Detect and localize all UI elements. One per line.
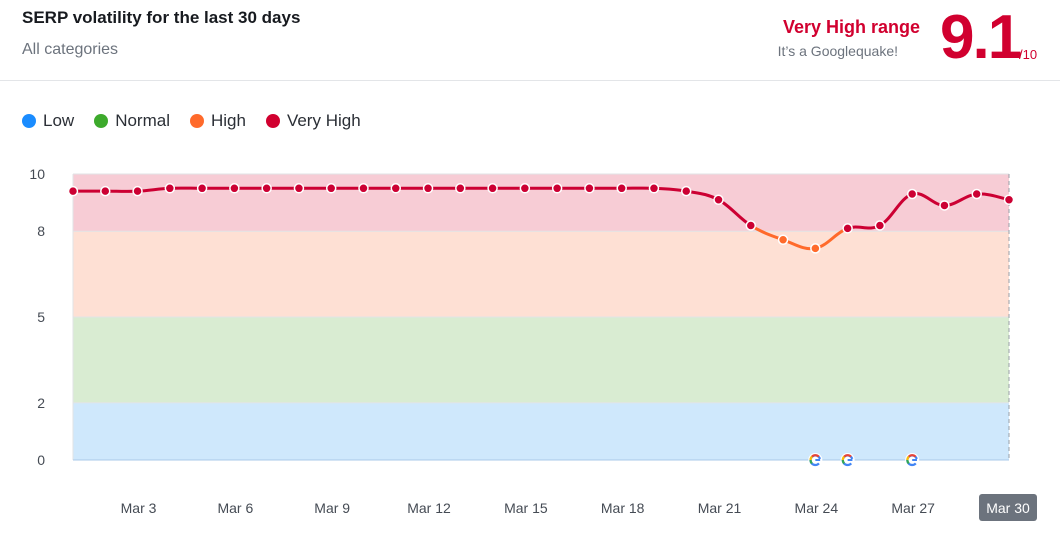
legend-item-high[interactable]: High xyxy=(189,111,246,131)
band-normal xyxy=(73,317,1009,403)
x-tick-label: Mar 12 xyxy=(407,500,451,516)
data-point xyxy=(519,183,531,194)
legend-label-normal: Normal xyxy=(115,111,170,130)
data-point xyxy=(777,234,789,246)
legend-label-low: Low xyxy=(43,111,75,130)
x-tick-label: Mar 18 xyxy=(601,500,645,516)
data-point xyxy=(971,188,982,200)
legend-item-very-high[interactable]: Very High xyxy=(265,111,361,131)
y-tick-label: 2 xyxy=(37,395,45,411)
band-very-high xyxy=(73,174,1009,232)
google-icon-arc-red xyxy=(811,454,820,458)
google-icon-arc-green xyxy=(841,459,846,465)
data-point xyxy=(100,185,111,197)
data-point xyxy=(939,200,950,211)
legend-label-high: High xyxy=(210,111,246,130)
google-update-icon xyxy=(840,453,855,467)
data-point xyxy=(874,220,886,231)
data-point xyxy=(229,183,240,194)
x-tick-label: Mar 3 xyxy=(121,500,157,516)
legend-dot-very-high xyxy=(265,114,280,128)
google-icon-arc-red xyxy=(907,454,917,458)
category-subtitle: All categories xyxy=(22,41,119,58)
x-tick-label: Mar 6 xyxy=(217,500,253,516)
data-point xyxy=(196,183,208,194)
legend-dot-high xyxy=(189,114,204,128)
google-icon-arc-red xyxy=(843,454,852,458)
range-label: Very High range xyxy=(782,17,920,37)
data-point xyxy=(745,220,757,231)
legend-item-low[interactable]: Low xyxy=(22,111,74,131)
x-tick-label: Mar 27 xyxy=(891,500,935,516)
data-point xyxy=(390,183,402,194)
x-tick-label: Mar 30 xyxy=(986,500,1030,516)
data-point xyxy=(487,183,498,194)
data-point xyxy=(358,183,369,194)
google-update-icon xyxy=(905,453,920,467)
data-point xyxy=(713,194,724,205)
google-icon-arc-green xyxy=(809,459,813,465)
x-tick-label: Mar 21 xyxy=(698,500,742,516)
google-icon-arc-green xyxy=(906,459,910,465)
x-tick-label: Mar 9 xyxy=(314,500,350,516)
x-tick-badge: Mar 30 xyxy=(979,494,1037,521)
data-point xyxy=(680,185,692,197)
legend-label-very-high: Very High xyxy=(286,111,361,130)
range-note: It’s a Googlequake! xyxy=(777,43,898,59)
y-tick-label: 10 xyxy=(29,166,45,182)
y-tick-label: 8 xyxy=(37,223,45,239)
legend-item-normal[interactable]: Normal xyxy=(94,111,170,131)
band-low xyxy=(73,402,1009,460)
data-point xyxy=(325,183,337,194)
data-point xyxy=(551,183,563,194)
google-icon-arc-yellow xyxy=(809,455,813,461)
chart-header: SERP volatility for the last 30 days All… xyxy=(0,0,1060,81)
band-high xyxy=(73,231,1009,317)
data-point xyxy=(132,185,143,197)
data-point xyxy=(455,183,466,194)
volatility-score: 9.1 xyxy=(940,3,1022,72)
x-tick-label: Mar 15 xyxy=(504,500,548,516)
data-point xyxy=(67,185,79,197)
legend-dot-normal xyxy=(94,114,109,128)
google-update-icon xyxy=(808,453,823,467)
score-max: /10 xyxy=(1019,47,1038,62)
data-point xyxy=(293,183,305,194)
y-tick-label: 5 xyxy=(37,309,45,325)
chart-title: SERP volatility for the last 30 days xyxy=(22,8,301,27)
y-tick-label: 0 xyxy=(37,452,45,468)
data-point xyxy=(1003,194,1015,205)
data-point xyxy=(842,223,853,234)
data-point xyxy=(164,183,176,194)
data-point xyxy=(616,183,627,194)
data-point xyxy=(584,183,595,194)
legend-dot-low xyxy=(22,114,36,128)
data-point xyxy=(906,188,918,200)
data-point xyxy=(648,183,660,194)
x-tick-badge-bg xyxy=(979,494,1037,521)
data-point xyxy=(810,243,821,254)
data-point xyxy=(422,183,434,194)
x-tick-label: Mar 24 xyxy=(795,500,839,516)
data-point xyxy=(261,183,272,194)
legend: Low Normal High Very High xyxy=(22,111,381,131)
google-icon-arc-yellow xyxy=(906,455,910,461)
google-icon-arc-yellow xyxy=(841,455,846,461)
